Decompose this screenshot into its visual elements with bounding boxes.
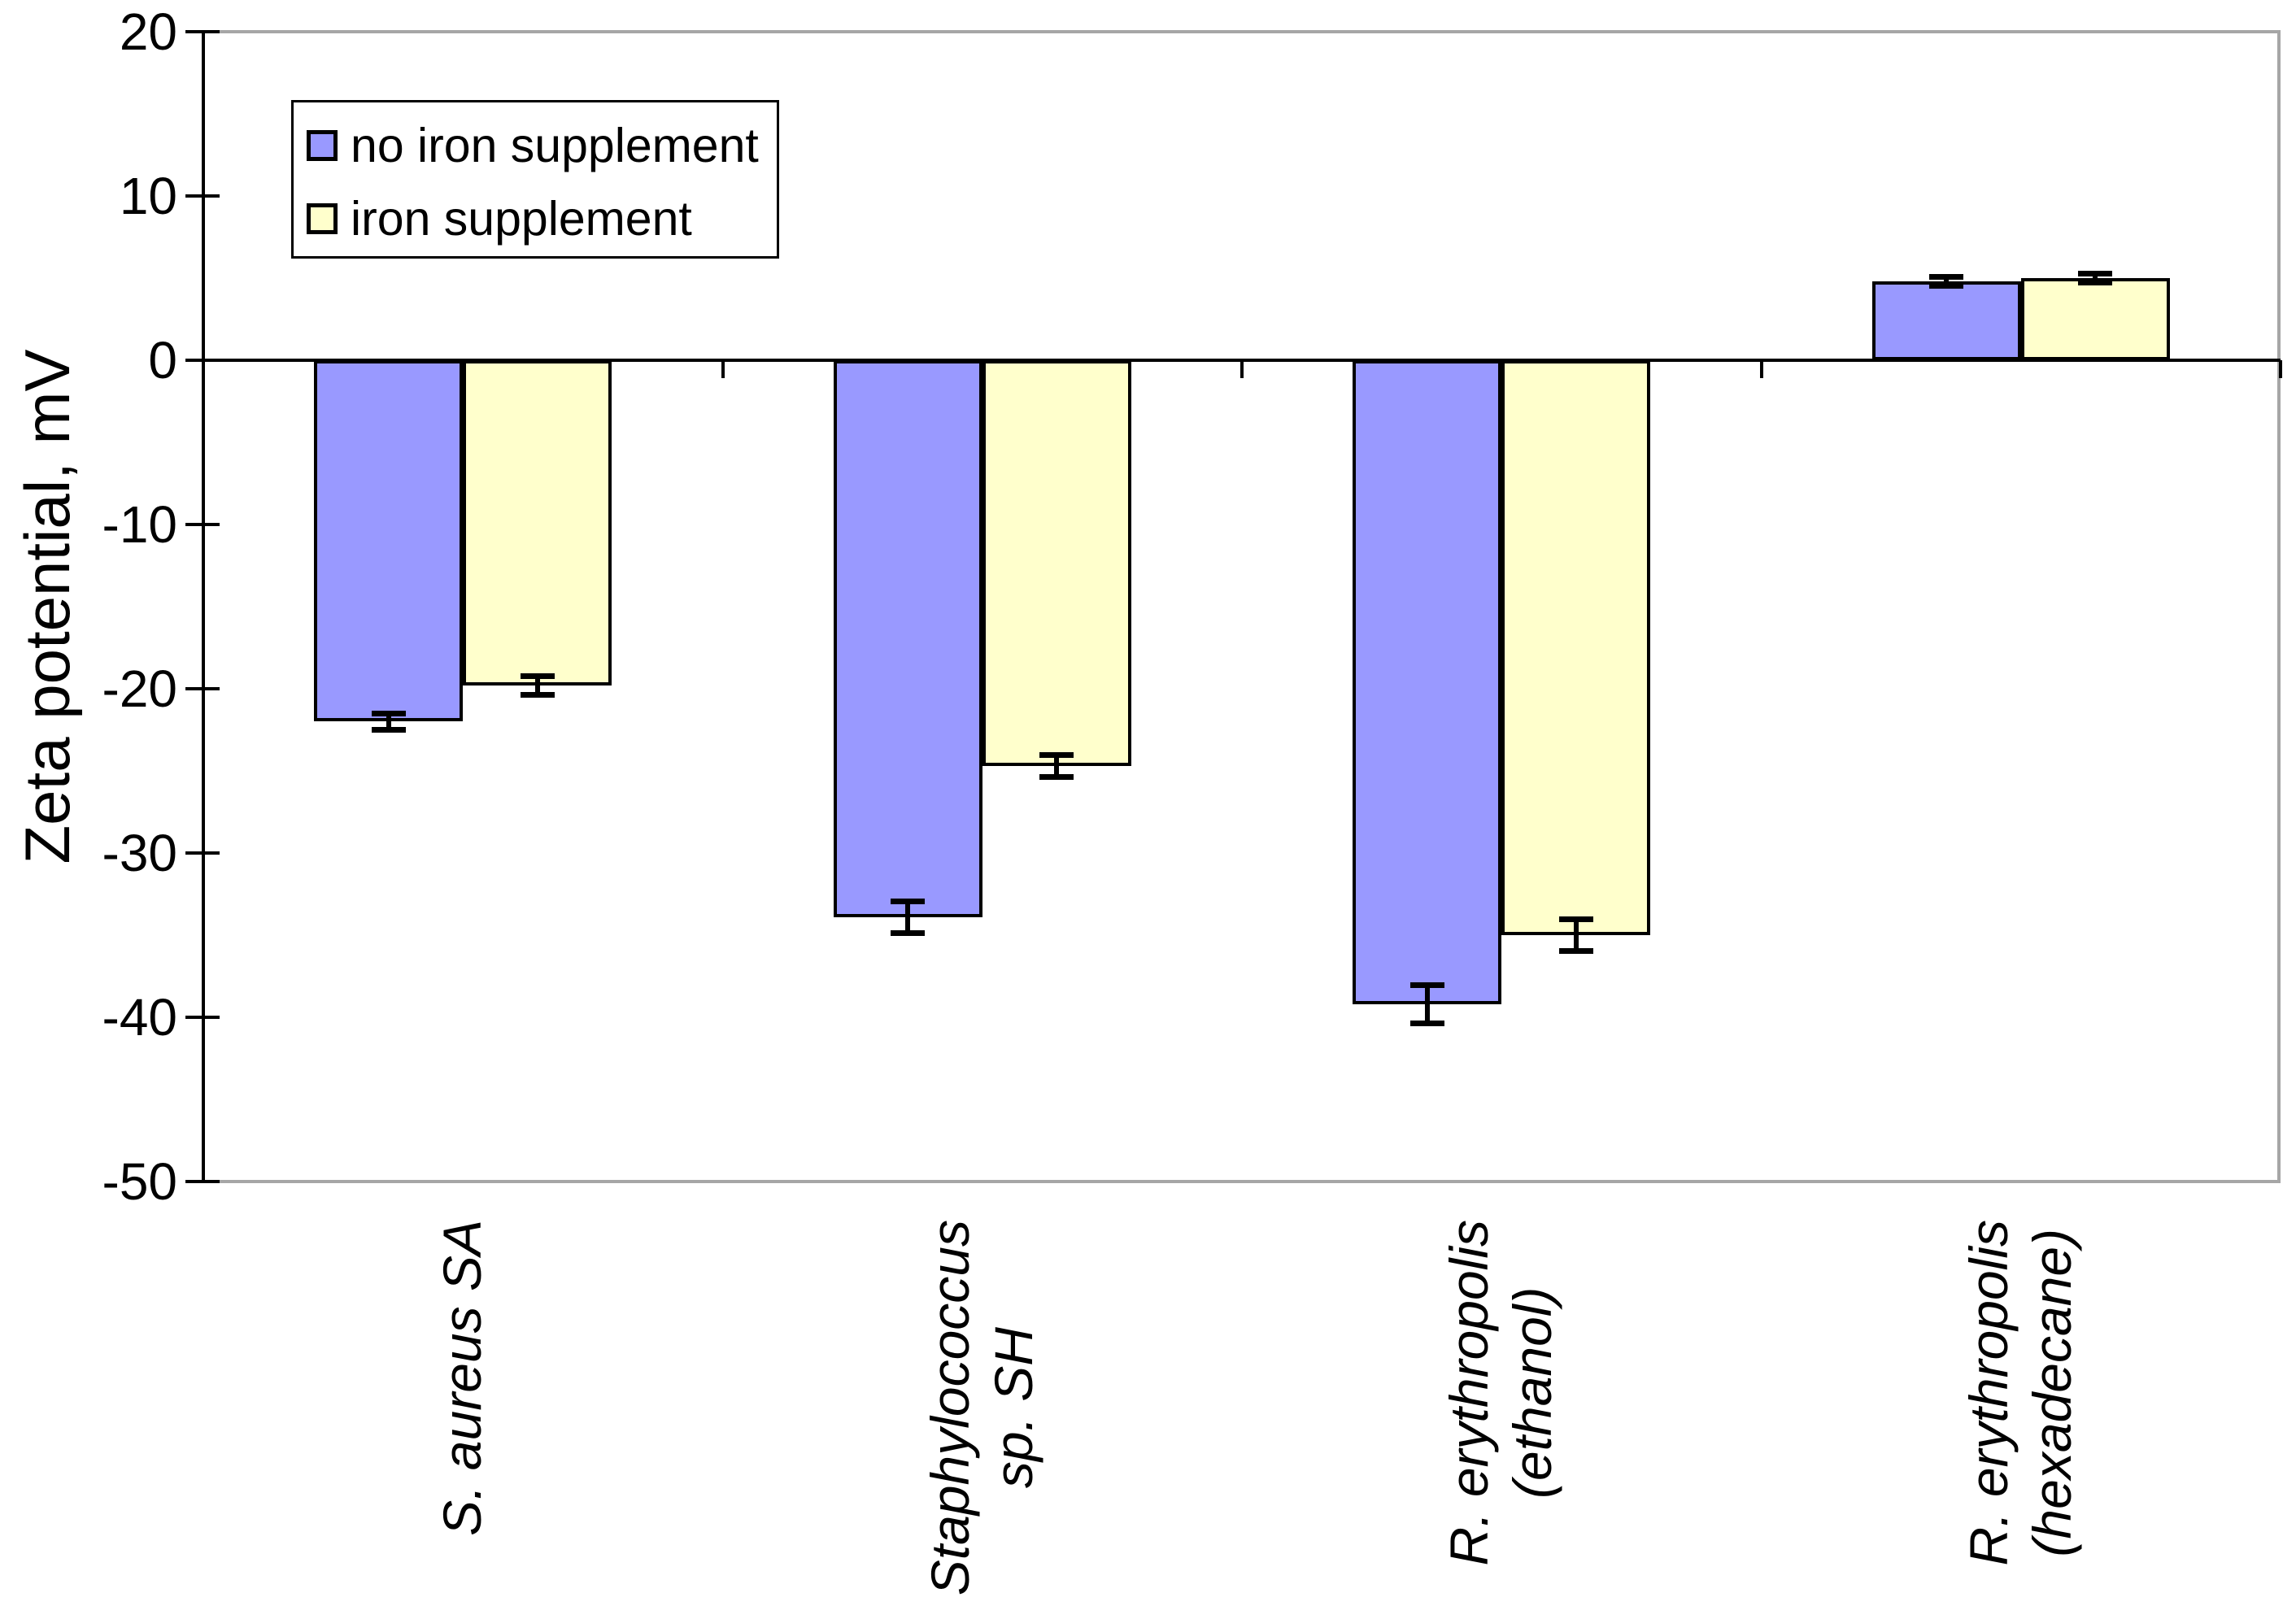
error-bar-cap-bottom <box>2078 280 2112 285</box>
error-bar-cap-bottom <box>891 930 925 936</box>
category-tick <box>1240 360 1244 378</box>
y-axis-title: Zeta potential, mV <box>11 349 83 864</box>
error-bar-cap-top <box>1559 916 1593 922</box>
plot-border-top <box>203 30 2281 33</box>
error-bar-stem <box>2093 273 2098 283</box>
legend-label-no-iron-supplement: no iron supplement <box>351 118 759 172</box>
error-bar-cap-top <box>521 673 555 679</box>
y-tick-label: -10 <box>102 495 178 554</box>
y-tick <box>185 523 220 526</box>
y-tick <box>185 359 220 362</box>
y-tick-label: 0 <box>148 331 177 390</box>
bar-no-iron-4 <box>1872 281 2021 360</box>
y-tick-label: -20 <box>102 659 178 718</box>
error-bar-cap-bottom <box>1410 1021 1444 1026</box>
category-label-3: R. erythropolis (ethanol) <box>1416 1220 1587 1606</box>
bar-no-iron-2 <box>834 360 982 917</box>
error-bar-cap-top <box>2078 271 2112 276</box>
y-tick <box>185 30 220 33</box>
error-bar-cap-bottom <box>1559 948 1593 954</box>
category-tick <box>721 360 725 378</box>
y-axis-line <box>202 32 205 1183</box>
category-label-2: Staphylococcus sp. SH <box>897 1220 1068 1606</box>
error-bar-stem <box>905 901 910 934</box>
error-bar-cap-bottom <box>372 727 406 733</box>
error-bar-stem <box>1574 919 1579 951</box>
legend-swatch-iron-supplement <box>307 203 338 234</box>
error-bar-cap-bottom <box>1929 283 1963 289</box>
category-tick <box>1760 360 1763 378</box>
error-bar-stem <box>535 676 540 695</box>
error-bar-stem <box>386 713 391 730</box>
category-label-text: R. erythropolis (ethanol) <box>1439 1220 1562 1566</box>
error-bar-cap-top <box>1410 982 1444 988</box>
error-bar-cap-top <box>1929 274 1963 280</box>
y-tick <box>185 851 220 855</box>
y-tick <box>185 1180 220 1183</box>
error-bar-stem <box>1425 985 1430 1024</box>
y-tick-label: 20 <box>119 2 177 61</box>
bar-iron-3 <box>1501 360 1650 935</box>
y-tick <box>185 194 220 198</box>
category-label-1: S. aureus SA <box>377 1220 548 1606</box>
error-bar-cap-top <box>891 899 925 904</box>
category-label-text: Staphylococcus sp. SH <box>920 1220 1043 1596</box>
plot-border-right <box>2277 32 2281 1182</box>
y-tick <box>185 687 220 690</box>
plot-border-bottom <box>203 1180 2281 1183</box>
y-tick-label: -40 <box>102 988 178 1047</box>
error-bar-cap-top <box>1039 752 1074 758</box>
y-tick-label: -30 <box>102 824 178 882</box>
y-tick <box>185 1016 220 1019</box>
error-bar-stem <box>1944 276 1949 286</box>
error-bar-cap-bottom <box>1039 774 1074 780</box>
category-label-text: S. aureus SA <box>432 1220 493 1536</box>
bar-iron-4 <box>2021 278 2170 360</box>
category-tick <box>2279 360 2282 378</box>
category-label-text: R. erythropolis (hexadecane) <box>1958 1220 2082 1566</box>
error-bar-stem <box>1054 755 1059 777</box>
legend-label-iron-supplement: iron supplement <box>351 191 692 246</box>
bar-no-iron-1 <box>314 360 463 721</box>
y-tick-label: -50 <box>102 1152 178 1211</box>
error-bar-cap-bottom <box>521 692 555 698</box>
legend-item-no-iron: no iron supplement <box>294 109 777 182</box>
bar-iron-1 <box>463 360 612 685</box>
category-label-4: R. erythropolis (hexadecane) <box>1936 1220 2106 1606</box>
legend: no iron supplement iron supplement <box>291 100 779 259</box>
bar-no-iron-3 <box>1353 360 1501 1004</box>
y-tick-label: 10 <box>119 167 177 225</box>
bar-iron-2 <box>982 360 1131 766</box>
legend-item-iron: iron supplement <box>294 182 777 255</box>
error-bar-cap-top <box>372 711 406 716</box>
legend-swatch-no-iron-supplement <box>307 130 338 161</box>
